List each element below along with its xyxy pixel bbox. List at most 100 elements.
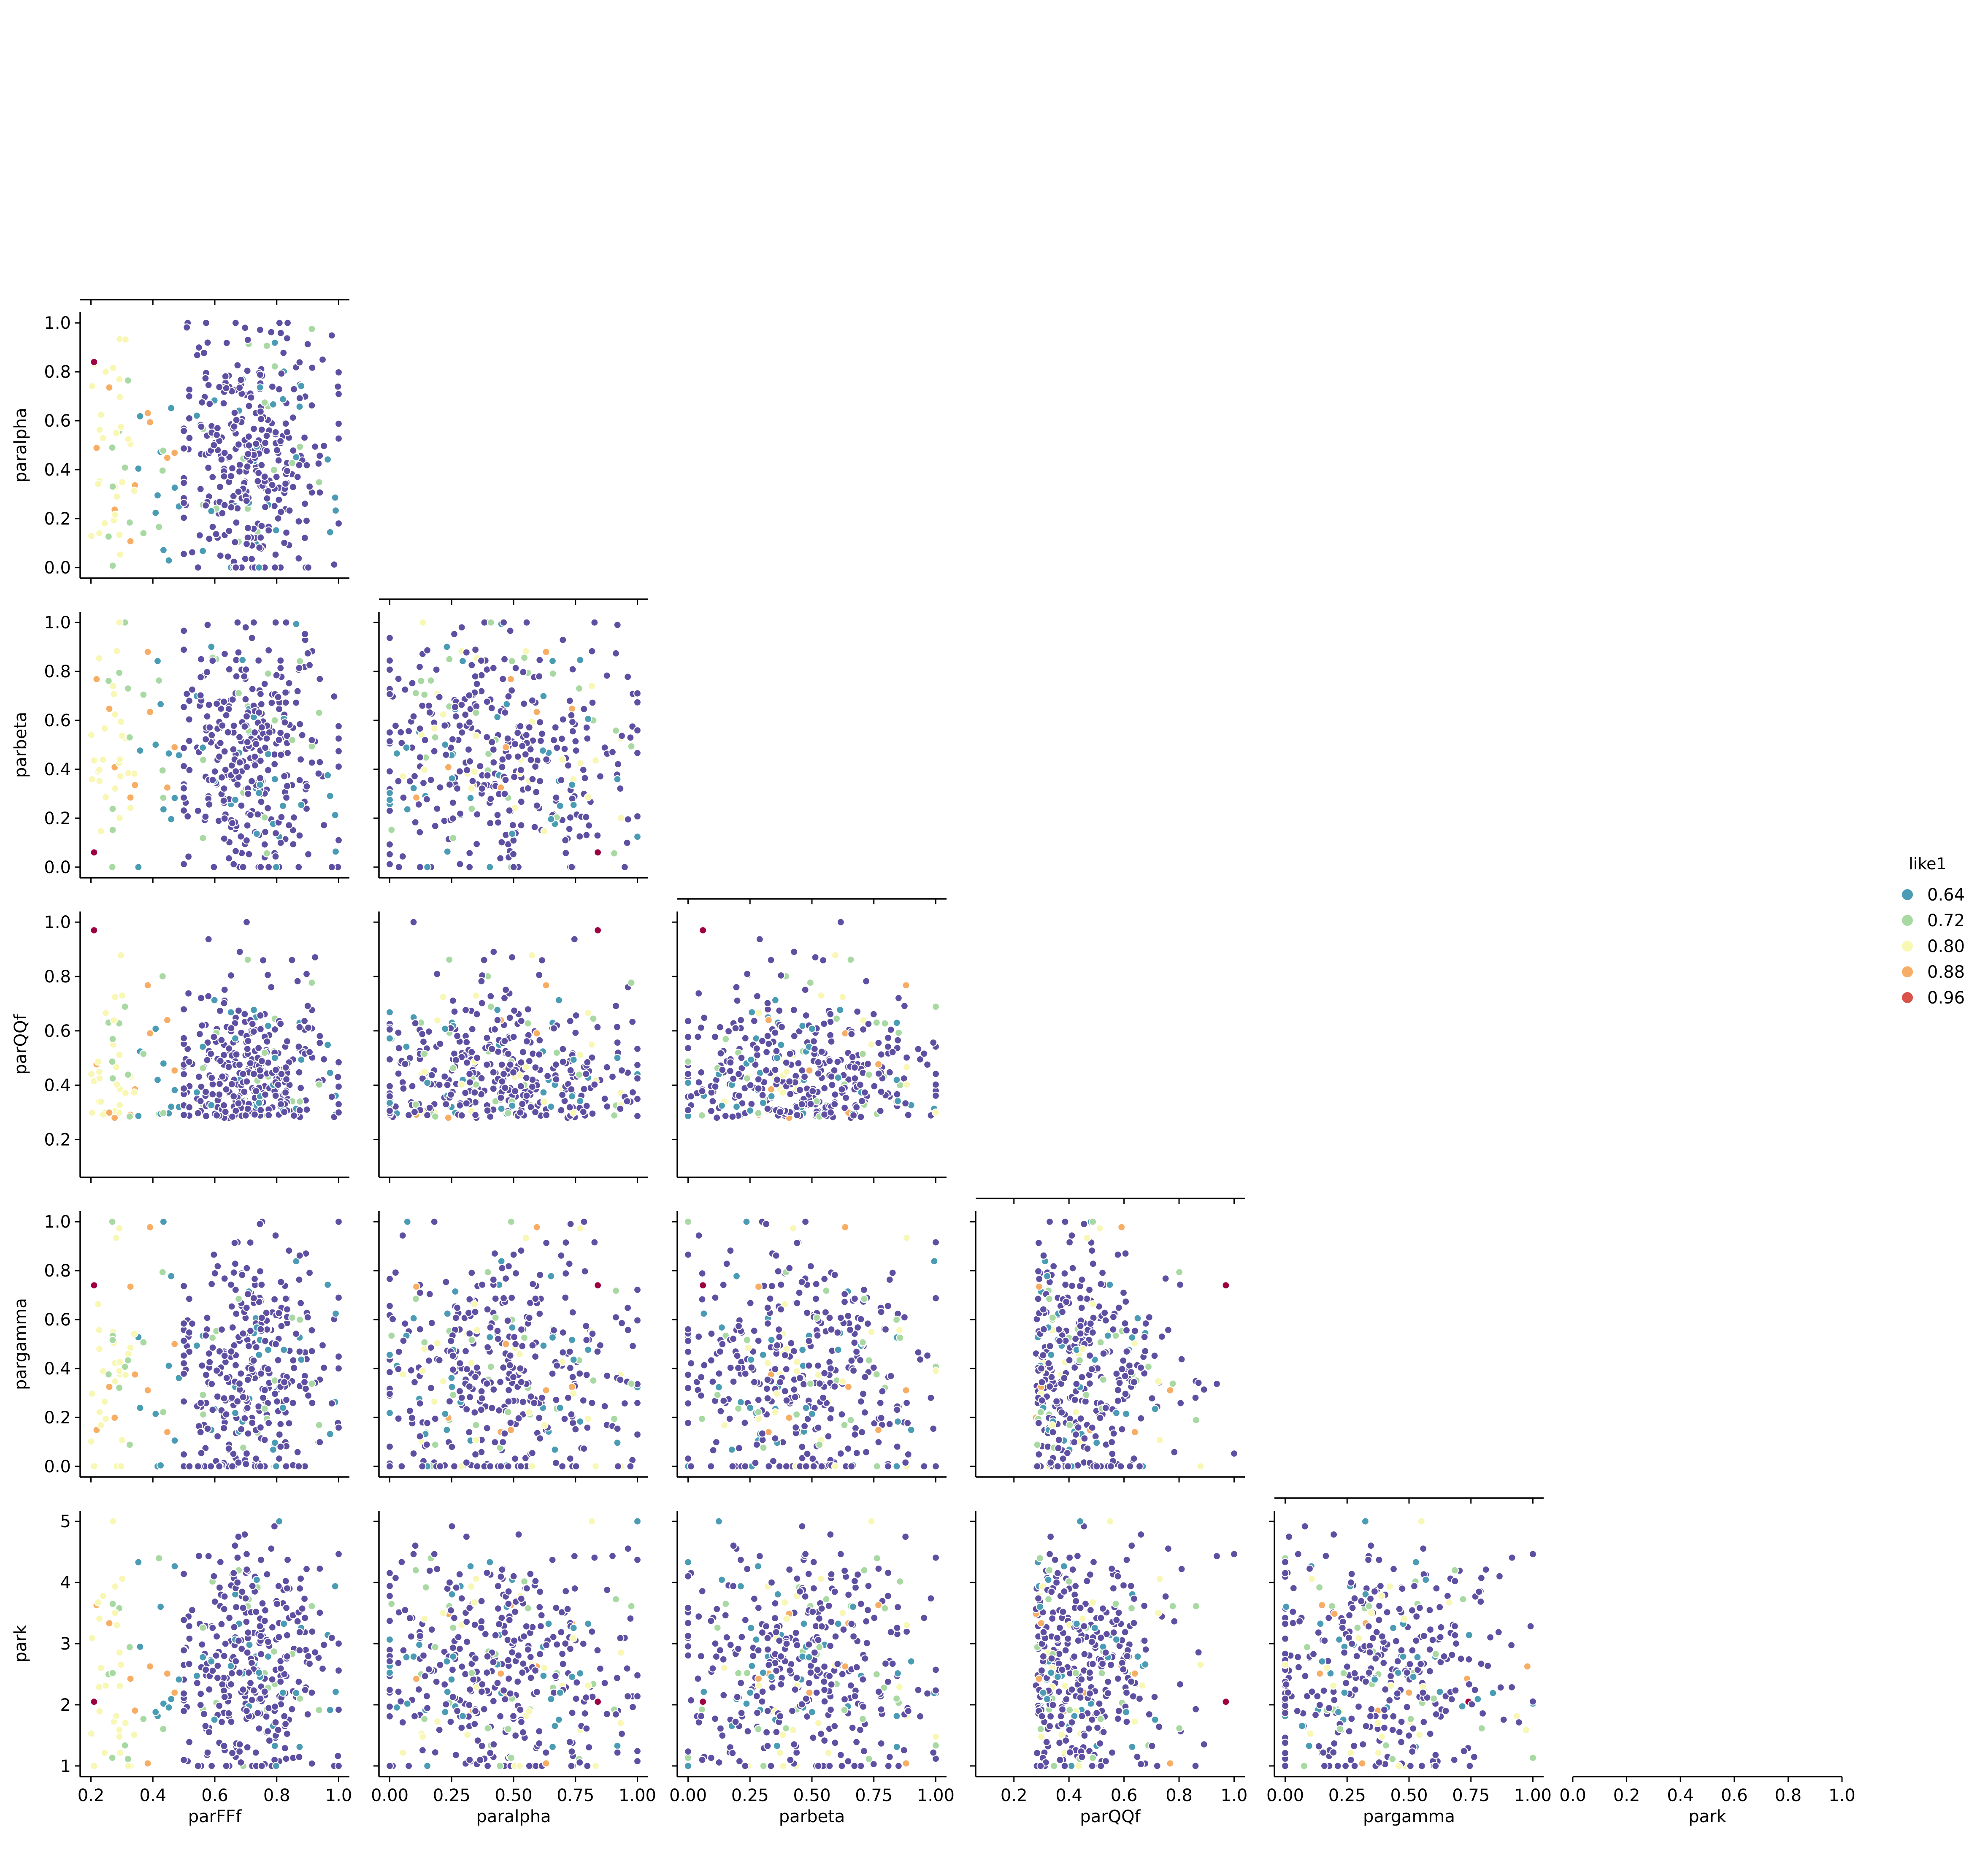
data-point	[96, 1409, 103, 1416]
data-point	[634, 1075, 641, 1082]
data-point	[226, 666, 233, 673]
data-point	[127, 538, 134, 545]
data-point	[719, 1066, 726, 1074]
panel-parbeta-vs-parFFf: 0.00.20.40.60.81.0	[44, 612, 349, 883]
data-point	[525, 1020, 532, 1027]
data-point	[180, 1006, 187, 1013]
data-point	[1039, 1397, 1046, 1404]
data-point	[298, 801, 305, 809]
data-point	[328, 1093, 335, 1101]
data-point	[230, 746, 237, 753]
data-point	[110, 1518, 117, 1525]
data-point	[297, 1085, 304, 1092]
data-point	[736, 1092, 743, 1099]
data-point	[294, 473, 301, 481]
data-point	[914, 1349, 922, 1356]
data-point	[186, 1104, 193, 1111]
data-point	[197, 995, 205, 1002]
data-point	[618, 1320, 625, 1327]
data-point	[759, 1037, 766, 1044]
data-point	[523, 1074, 530, 1082]
data-point	[1062, 1281, 1069, 1288]
data-point	[386, 1593, 393, 1600]
data-point	[251, 729, 258, 736]
data-point	[817, 992, 825, 999]
data-point	[717, 1348, 724, 1355]
data-point	[386, 1056, 393, 1063]
data-point	[253, 1576, 260, 1583]
data-point	[277, 1420, 284, 1428]
data-point	[904, 1420, 911, 1427]
data-point	[334, 1074, 341, 1081]
data-point	[625, 816, 632, 823]
data-point	[235, 1100, 242, 1107]
data-point	[206, 535, 213, 542]
data-point	[216, 384, 223, 391]
data-point	[428, 1320, 435, 1327]
data-point	[774, 1076, 781, 1083]
data-point	[420, 1038, 427, 1045]
data-point	[261, 473, 268, 480]
data-point	[403, 1043, 410, 1050]
data-point	[186, 386, 193, 393]
data-point	[261, 1387, 268, 1394]
data-point	[1093, 1463, 1100, 1470]
data-point	[456, 1102, 463, 1109]
data-point	[543, 1387, 550, 1394]
data-point	[220, 1425, 227, 1432]
data-point	[884, 1302, 892, 1309]
data-point	[308, 364, 316, 371]
data-point	[510, 1251, 517, 1258]
data-point	[95, 1599, 102, 1606]
data-point	[472, 1374, 479, 1381]
data-point	[199, 1065, 206, 1072]
data-point	[386, 807, 393, 814]
data-point	[506, 1362, 514, 1369]
data-point	[473, 732, 480, 739]
data-point	[236, 384, 243, 391]
data-point	[588, 648, 595, 655]
data-point	[168, 405, 175, 412]
data-point	[232, 1658, 239, 1665]
data-point	[202, 813, 209, 820]
data-point	[127, 794, 134, 801]
data-point	[684, 1337, 692, 1344]
data-point	[497, 1094, 504, 1101]
data-point	[296, 1252, 303, 1259]
data-point	[202, 502, 209, 509]
data-point	[200, 1710, 208, 1718]
data-point	[176, 752, 183, 759]
data-point	[743, 1218, 750, 1225]
data-point	[1076, 1357, 1083, 1364]
data-point	[529, 1083, 536, 1090]
data-point	[261, 680, 268, 687]
data-point	[264, 971, 271, 979]
data-point	[844, 1312, 852, 1320]
data-point	[392, 1269, 399, 1276]
data-point	[469, 1025, 476, 1033]
data-point	[514, 729, 521, 736]
data-point	[113, 493, 120, 500]
data-point	[473, 1327, 481, 1334]
data-point	[584, 794, 592, 801]
data-point	[330, 561, 338, 568]
data-point	[426, 709, 433, 716]
data-point	[206, 701, 213, 709]
data-point	[284, 1730, 291, 1737]
data-point	[735, 1323, 742, 1330]
data-point	[835, 1346, 842, 1353]
data-point	[580, 1397, 587, 1404]
data-point	[296, 1628, 303, 1636]
data-point	[289, 460, 296, 467]
data-point	[395, 1044, 403, 1052]
y-tick-label: 0.6	[44, 711, 71, 730]
data-point	[886, 1069, 893, 1076]
data-point	[536, 1310, 543, 1317]
data-point	[432, 1441, 439, 1448]
data-point	[290, 1364, 298, 1371]
data-point	[395, 1366, 402, 1373]
data-point	[116, 669, 123, 676]
data-point	[186, 434, 193, 441]
data-point	[124, 1755, 132, 1763]
data-point	[294, 688, 301, 695]
